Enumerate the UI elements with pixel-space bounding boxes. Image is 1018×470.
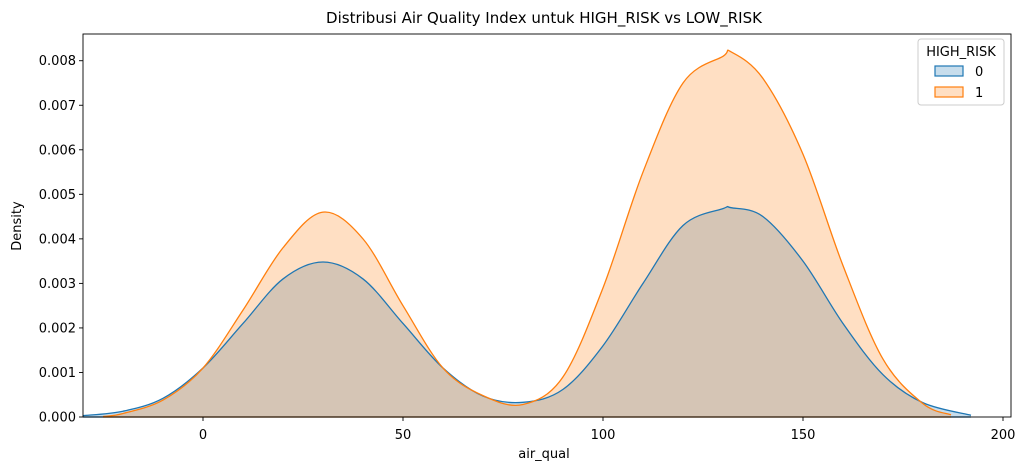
y-tick-label: 0.001 [39,366,76,381]
y-tick-label: 0.008 [39,54,76,69]
legend-swatch-0 [935,66,963,76]
x-axis-label: air_qual [518,447,570,462]
chart-title: Distribusi Air Quality Index untuk HIGH_… [326,9,763,28]
y-tick-label: 0.003 [39,277,76,292]
x-tick-label: 100 [591,428,616,443]
x-tick-label: 150 [791,428,816,443]
x-tick-label: 50 [395,428,412,443]
y-tick-label: 0.000 [39,411,76,426]
y-axis-label: Density [10,201,25,251]
legend-title: HIGH_RISK [926,45,996,60]
y-tick-label: 0.006 [39,143,76,158]
legend: HIGH_RISK 0 1 [918,39,1004,105]
legend-label-0: 0 [975,65,983,80]
y-tick-label: 0.004 [39,232,76,247]
y-tick-label: 0.002 [39,321,76,336]
y-tick-label: 0.007 [39,99,76,114]
x-axis: 0 50 100 150 200 [199,417,1016,443]
x-tick-label: 200 [991,428,1016,443]
y-tick-label: 0.005 [39,188,76,203]
y-axis: 0.000 0.001 0.002 0.003 0.004 0.005 0.006 0.007… [39,54,83,425]
plot-area [83,34,1011,417]
x-tick-label: 0 [199,428,207,443]
legend-swatch-1 [935,87,963,97]
legend-label-1: 1 [975,86,983,101]
